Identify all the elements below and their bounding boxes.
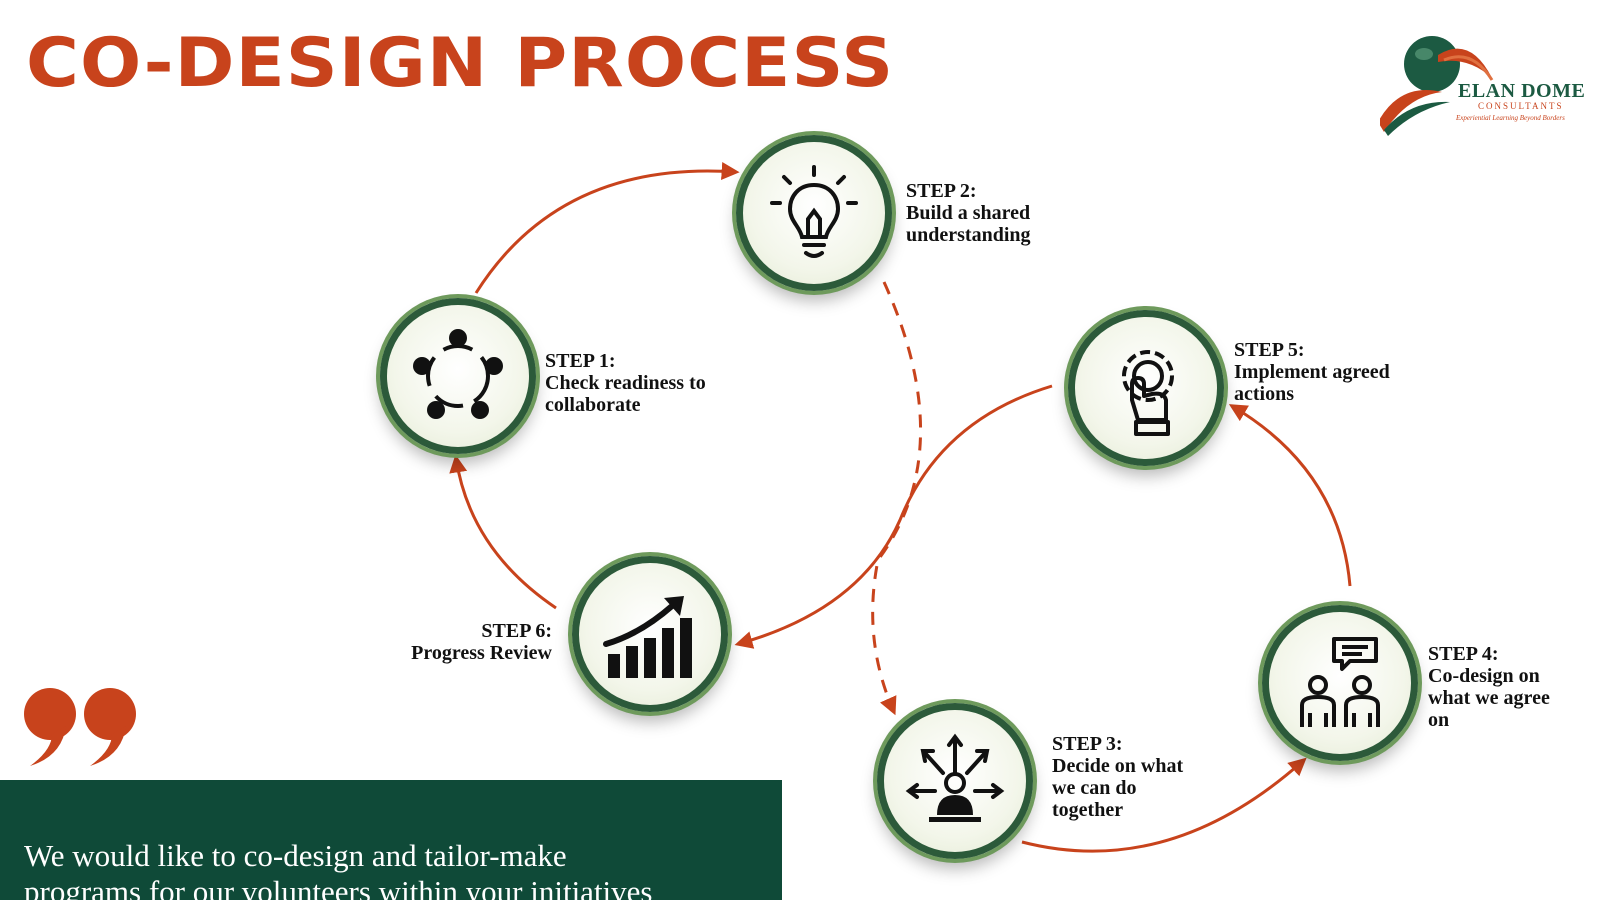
arrow-step1-to-step2 <box>474 162 740 294</box>
step-4-heading: STEP 4: <box>1428 643 1499 665</box>
arrow-step5-to-step6 <box>734 384 1053 649</box>
step-5-node <box>1068 310 1224 466</box>
quote-banner: We would like to co-design and tailor-ma… <box>0 780 782 909</box>
step-1-heading: STEP 1: <box>545 350 616 372</box>
arrow-step6-to-step1 <box>449 454 557 610</box>
step-4-label: STEP 4: Co-design on what we agree on <box>1428 643 1550 731</box>
step-6-text: Progress Review <box>411 642 552 664</box>
step-6-node <box>572 556 728 712</box>
step-2-label: STEP 2: Build a shared understanding <box>906 180 1031 246</box>
step-6-heading: STEP 6: <box>481 620 552 642</box>
quote-text: We would like to co-design and tailor-ma… <box>24 838 653 909</box>
step-4-node <box>1262 605 1418 761</box>
elan-dome-logo <box>1380 36 1494 136</box>
logo-subtitle: CONSULTANTS <box>1478 101 1564 111</box>
step-3-node <box>877 703 1033 859</box>
step-5-text: Implement agreed actions <box>1234 361 1390 405</box>
step-1-label: STEP 1: Check readiness to collaborate <box>545 350 706 416</box>
arrow-step2-to-step3 <box>871 281 922 716</box>
gear-hand-icon <box>1122 350 1174 436</box>
arrow-step4-to-step5 <box>1228 404 1352 587</box>
decision-arrows-icon <box>905 733 1005 822</box>
step-3-label: STEP 3: Decide on what we can do togethe… <box>1052 733 1183 821</box>
logo-tagline: Experiential Learning Beyond Borders <box>1456 114 1565 122</box>
step-6-label: STEP 6: Progress Review <box>360 620 552 664</box>
arrow-step3-to-step4 <box>1021 757 1307 853</box>
step-3-text: Decide on what we can do together <box>1052 755 1184 821</box>
step-5-label: STEP 5: Implement agreed actions <box>1234 339 1390 405</box>
quote-mark-icon <box>24 688 136 766</box>
logo-name: ELAN DOME <box>1458 80 1586 102</box>
step-1-text: Check readiness to collaborate <box>545 372 706 416</box>
step-5-heading: STEP 5: <box>1234 339 1305 361</box>
growth-chart-icon <box>603 596 692 678</box>
lightbulb-icon <box>770 165 858 258</box>
step-2-node <box>736 135 892 291</box>
page-title: CO-DESIGN PROCESS <box>26 24 895 103</box>
step-1-node <box>380 298 536 454</box>
step-3-heading: STEP 3: <box>1052 733 1123 755</box>
people-discussion-icon <box>1300 637 1380 727</box>
collaboration-circle-icon <box>413 329 503 419</box>
step-2-text: Build a shared understanding <box>906 202 1031 246</box>
step-2-heading: STEP 2: <box>906 180 977 202</box>
step-4-text: Co-design on what we agree on <box>1428 665 1550 731</box>
